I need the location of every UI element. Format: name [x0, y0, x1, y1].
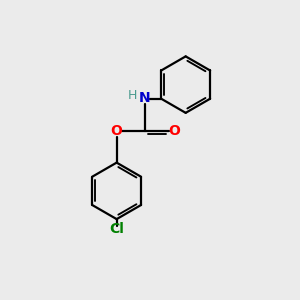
Text: N: N — [139, 91, 151, 105]
Text: Cl: Cl — [109, 222, 124, 236]
Text: O: O — [111, 124, 123, 138]
Text: H: H — [128, 89, 137, 102]
Text: O: O — [169, 124, 181, 138]
